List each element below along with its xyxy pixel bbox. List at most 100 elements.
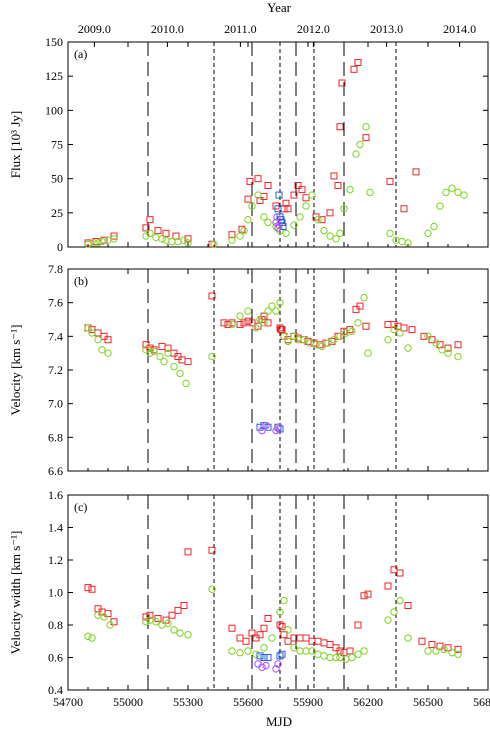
data-point bbox=[400, 324, 408, 332]
data-point bbox=[352, 150, 360, 158]
year-tick-label: 2009.0 bbox=[78, 22, 111, 36]
series-purple-circle bbox=[254, 660, 282, 673]
data-point bbox=[428, 641, 436, 648]
y-tick-label: 1.6 bbox=[48, 488, 63, 502]
data-point bbox=[444, 644, 452, 652]
data-point bbox=[228, 624, 236, 632]
data-point bbox=[264, 654, 272, 661]
data-point bbox=[84, 324, 92, 332]
data-point bbox=[150, 346, 158, 354]
data-point bbox=[454, 341, 462, 349]
data-point bbox=[384, 582, 392, 590]
data-point bbox=[304, 337, 312, 345]
data-point bbox=[94, 329, 102, 337]
panel-3: 0.4 0.6 0.8 1.0 1.2 1.4 1.6 (c) Velocity width [… bbox=[8, 488, 490, 709]
data-point bbox=[174, 606, 182, 614]
data-point bbox=[320, 226, 328, 235]
data-point bbox=[254, 322, 262, 330]
data-point bbox=[260, 654, 268, 661]
data-point bbox=[404, 239, 412, 247]
data-point bbox=[142, 618, 150, 626]
series-blue-square bbox=[274, 191, 287, 230]
data-point bbox=[184, 235, 192, 243]
data-point bbox=[90, 239, 98, 247]
x-tick-label: 54700 bbox=[53, 695, 83, 709]
year-tick-label: 2011.0 bbox=[224, 22, 257, 36]
data-point bbox=[224, 321, 232, 329]
y-tick-label: 6.6 bbox=[48, 464, 63, 478]
data-point bbox=[276, 608, 284, 616]
year-tick-label: 2014.0 bbox=[443, 22, 476, 36]
data-point bbox=[396, 329, 404, 337]
x-tick-label: 56800 bbox=[473, 695, 490, 709]
data-point bbox=[264, 218, 272, 227]
y-tick-label: 6.8 bbox=[48, 430, 63, 444]
x-axis-title: MJD bbox=[266, 714, 292, 729]
data-point bbox=[386, 177, 394, 185]
data-point bbox=[110, 618, 118, 626]
data-point bbox=[88, 634, 96, 642]
data-point bbox=[258, 426, 266, 435]
y-tick-label: 7.6 bbox=[48, 296, 63, 310]
data-point bbox=[276, 324, 284, 332]
data-point bbox=[254, 191, 262, 199]
data-point bbox=[284, 205, 292, 213]
x-tick-label: 55900 bbox=[293, 695, 323, 709]
data-point bbox=[320, 639, 328, 647]
data-point bbox=[282, 229, 290, 238]
y-axis-title: Velocity [km s⁻¹] bbox=[8, 325, 23, 416]
data-point bbox=[210, 240, 218, 248]
data-point bbox=[162, 236, 170, 244]
data-point bbox=[110, 235, 118, 243]
data-point bbox=[220, 319, 228, 327]
y-tick-label: 7.8 bbox=[48, 262, 63, 276]
data-point bbox=[396, 569, 404, 577]
data-point bbox=[298, 186, 306, 194]
data-point bbox=[100, 236, 108, 244]
data-point bbox=[362, 123, 370, 131]
plot-frame bbox=[67, 268, 489, 472]
data-point bbox=[346, 647, 354, 655]
data-point bbox=[364, 349, 372, 357]
y-tick-label: 7.0 bbox=[48, 397, 63, 411]
y-tick-label: 7.4 bbox=[48, 329, 63, 343]
y-tick-label: 0 bbox=[57, 240, 63, 254]
data-point bbox=[248, 629, 256, 637]
data-point bbox=[284, 637, 292, 645]
data-point bbox=[400, 205, 408, 213]
data-point bbox=[244, 317, 252, 325]
data-point bbox=[88, 585, 96, 593]
data-point bbox=[362, 134, 370, 142]
data-point bbox=[398, 237, 406, 246]
data-point bbox=[180, 602, 188, 609]
data-point bbox=[228, 647, 236, 655]
data-point bbox=[290, 644, 298, 652]
y-tick-label: 1.0 bbox=[48, 586, 63, 600]
data-point bbox=[164, 619, 172, 628]
data-point bbox=[354, 319, 362, 327]
data-point bbox=[168, 611, 176, 619]
data-point bbox=[168, 237, 176, 246]
data-point bbox=[208, 352, 216, 361]
data-point bbox=[314, 215, 322, 224]
data-point bbox=[228, 320, 236, 329]
data-point bbox=[282, 199, 290, 207]
data-point bbox=[308, 191, 316, 199]
data-point bbox=[158, 235, 166, 243]
data-point bbox=[248, 202, 256, 210]
data-point bbox=[330, 172, 338, 180]
data-point bbox=[318, 342, 326, 351]
data-point bbox=[268, 634, 276, 642]
y-tick-label: 0.4 bbox=[48, 683, 63, 697]
data-point bbox=[278, 326, 286, 334]
data-point bbox=[390, 325, 398, 334]
data-point bbox=[442, 188, 450, 197]
data-point bbox=[142, 224, 150, 232]
data-point bbox=[432, 339, 440, 347]
data-point bbox=[104, 349, 112, 357]
x-tick-label: 55300 bbox=[173, 695, 203, 709]
data-point bbox=[390, 608, 398, 616]
data-point bbox=[84, 632, 92, 641]
data-point bbox=[454, 650, 462, 658]
panel-2: 6.6 6.8 7.0 7.2 7.4 7.6 7.8 (b) Velocity [km s⁻¹… bbox=[8, 262, 489, 478]
